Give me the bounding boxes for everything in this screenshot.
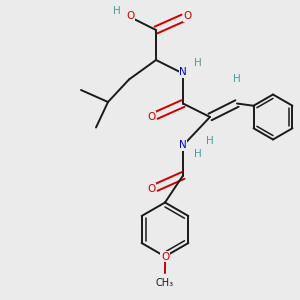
Text: CH₃: CH₃ — [156, 278, 174, 287]
Text: O: O — [183, 11, 192, 22]
Text: H: H — [194, 149, 202, 160]
Text: O: O — [147, 184, 156, 194]
Text: H: H — [194, 58, 202, 68]
Text: H: H — [233, 74, 241, 85]
Text: O: O — [147, 112, 156, 122]
Text: H: H — [113, 5, 121, 16]
Text: O: O — [161, 251, 169, 262]
Text: N: N — [179, 67, 187, 77]
Text: O: O — [126, 11, 135, 22]
Text: N: N — [179, 140, 187, 151]
Text: H: H — [206, 136, 214, 146]
